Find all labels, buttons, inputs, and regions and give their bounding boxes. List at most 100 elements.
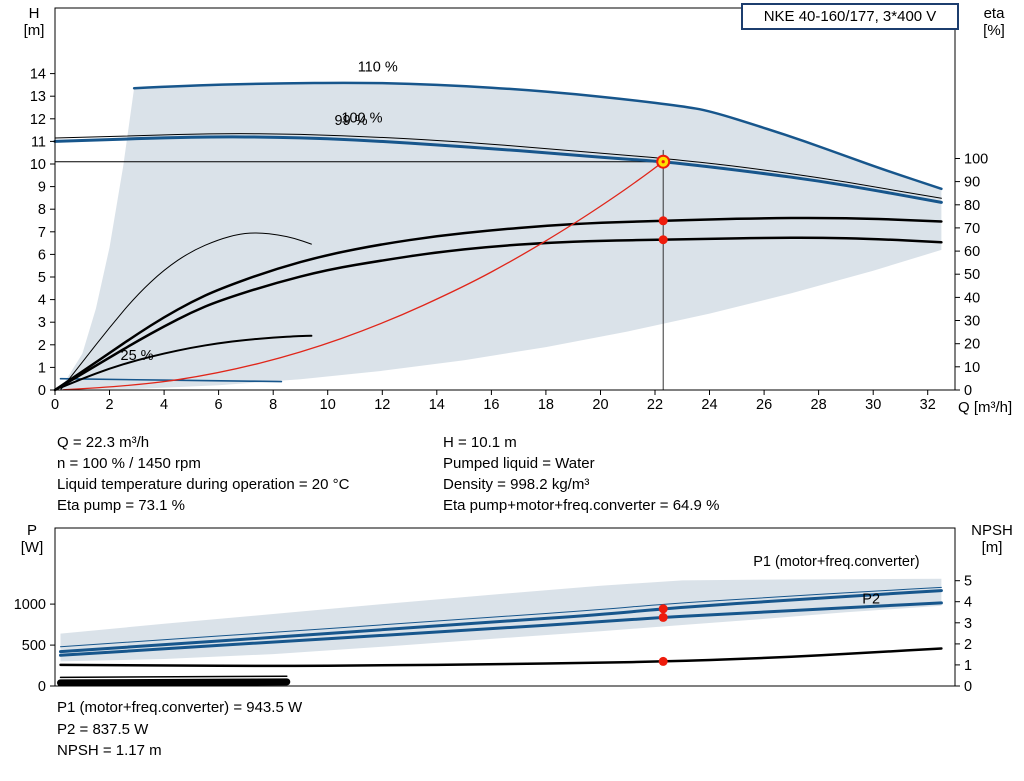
info-eta-pump: Eta pump = 73.1 %	[57, 497, 185, 514]
label-25pct: 25 %	[121, 348, 154, 364]
series-p2-curve	[59, 601, 943, 657]
npsh-axis-title: NPSH [m]	[966, 522, 1018, 556]
right-tick-label: 10	[964, 360, 980, 376]
label-110pct: 110 %	[358, 59, 398, 75]
info-pumped-liquid: Pumped liquid = Water	[443, 455, 595, 472]
left-tick-label: 2	[38, 338, 46, 354]
series-low-speed-power-band	[57, 678, 291, 687]
right-tick-label: 2	[964, 637, 972, 653]
right-tick-label: 90	[964, 175, 980, 191]
x-tick-label: 0	[51, 397, 59, 413]
footer-p2: P2 = 837.5 W	[57, 720, 149, 738]
right-tick-label: 70	[964, 221, 980, 237]
p-axis-title: P [W]	[14, 522, 50, 556]
h-axis-title: H [m]	[16, 5, 52, 39]
info-column-left: Q = 22.3 m³/h n = 100 % / 1450 rpm Liqui…	[57, 432, 349, 516]
h-axis-title-line1: H	[28, 5, 40, 22]
info-eta-total: Eta pump+motor+freq.converter = 64.9 %	[443, 497, 720, 514]
right-tick-label: 1	[964, 658, 972, 674]
x-tick-label: 10	[320, 397, 336, 413]
series-eta-pump-curve	[53, 216, 943, 392]
right-tick-label: 5	[964, 574, 972, 590]
left-tick-label: 500	[22, 638, 46, 654]
series-curve-100pct-tolerance	[54, 133, 942, 199]
series-p1-curve	[59, 589, 943, 654]
eta-pump-dot	[658, 216, 668, 226]
series-curve-100pct	[53, 135, 943, 204]
left-tick-label: 3	[38, 315, 46, 331]
info-liquid-temp: Liquid temperature during operation = 20…	[57, 476, 350, 493]
right-tick-label: 4	[964, 595, 972, 611]
x-tick-label: 24	[701, 397, 717, 413]
left-tick-label: 1	[38, 360, 46, 376]
right-tick-label: 0	[964, 383, 972, 399]
label-p2: P2	[862, 591, 880, 607]
right-tick-label: 3	[964, 616, 972, 632]
q-axis-title: Q [m³/h]	[958, 399, 1013, 416]
power-npsh-chart-frame	[54, 527, 956, 687]
series-eta-total-curve	[53, 236, 943, 392]
right-tick-label: 40	[964, 290, 980, 306]
x-tick-label: 30	[865, 397, 881, 413]
left-tick-label: 0	[38, 383, 46, 399]
x-tick-label: 16	[483, 397, 499, 413]
series-operating-envelope	[60, 82, 942, 389]
left-tick-label: 9	[38, 180, 46, 196]
x-tick-label: 4	[160, 397, 168, 413]
right-tick-label: 100	[964, 152, 988, 168]
power-npsh-chart[interactable]: 0 500 1000 0 1 2 3 4 5 P1 (motor+freq.converter) P…	[0, 518, 1024, 698]
left-tick-label: 4	[38, 293, 46, 309]
x-tick-label: 32	[920, 397, 936, 413]
left-tick-label: 8	[38, 202, 46, 218]
qh-chart-frame	[54, 7, 956, 391]
qh-eta-chart[interactable]: 0 2 4 6 8 10 12 14 16 18 20 22 24 26 28 30 3201234567891…	[0, 0, 1024, 420]
p2-dot	[658, 612, 668, 622]
right-tick-label: 60	[964, 244, 980, 260]
series-npsh-curve	[59, 647, 943, 668]
left-tick-label: 14	[30, 67, 46, 83]
right-tick-label: 20	[964, 337, 980, 353]
label-99pct: 99 %	[335, 113, 368, 129]
series-p1-tolerance	[60, 586, 942, 648]
x-tick-label: 8	[269, 397, 277, 413]
x-tick-label: 20	[592, 397, 608, 413]
series-system-curve	[62, 161, 664, 391]
right-tick-label: 80	[964, 198, 980, 214]
info-q: Q = 22.3 m³/h	[57, 434, 150, 451]
x-tick-label: 28	[811, 397, 827, 413]
pump-title-box: NKE 40-160/177, 3*400 V	[741, 3, 959, 30]
series-curve-25pct	[59, 334, 313, 389]
series-low-speed-power-line	[59, 675, 288, 679]
left-tick-label: 10	[30, 157, 46, 173]
right-tick-label: 0	[964, 679, 972, 695]
footer-p1: P1 (motor+freq.converter) = 943.5 W	[57, 699, 303, 716]
series-eta-reduced-speed	[60, 232, 312, 391]
npsh-dot	[658, 656, 668, 666]
info-column-right: H = 10.1 m Pumped liquid = Water Density…	[443, 432, 719, 516]
left-tick-label: 11	[31, 134, 46, 150]
label-p1: P1 (motor+freq.converter)	[753, 554, 919, 570]
left-tick-label: 13	[30, 89, 46, 105]
x-tick-label: 6	[215, 397, 223, 413]
footer-npsh: NPSH = 1.17 m	[57, 742, 162, 759]
eta-axis-title: eta [%]	[972, 5, 1016, 39]
left-tick-label: 1000	[14, 597, 46, 613]
right-tick-label: 50	[964, 267, 980, 283]
info-density: Density = 998.2 kg/m³	[443, 476, 590, 493]
eta-total-dot	[658, 235, 668, 245]
x-tick-label: 18	[538, 397, 554, 413]
npsh-axis-title-line1: NPSH	[971, 522, 1013, 539]
x-tick-label: 26	[756, 397, 772, 413]
right-tick-label: 30	[964, 314, 980, 330]
p-axis-title-line2: [W]	[20, 539, 44, 556]
eta-axis-title-line1: eta	[983, 5, 1005, 22]
x-tick-label: 14	[429, 397, 445, 413]
label-100pct: 100 %	[341, 111, 382, 127]
h-axis-title-line2: [m]	[23, 22, 45, 39]
left-tick-label: 0	[38, 679, 46, 695]
series-min-speed-curve	[59, 377, 283, 383]
x-tick-label: 2	[105, 397, 113, 413]
eta-axis-title-line2: [%]	[983, 22, 1005, 39]
x-tick-label: 12	[374, 397, 390, 413]
